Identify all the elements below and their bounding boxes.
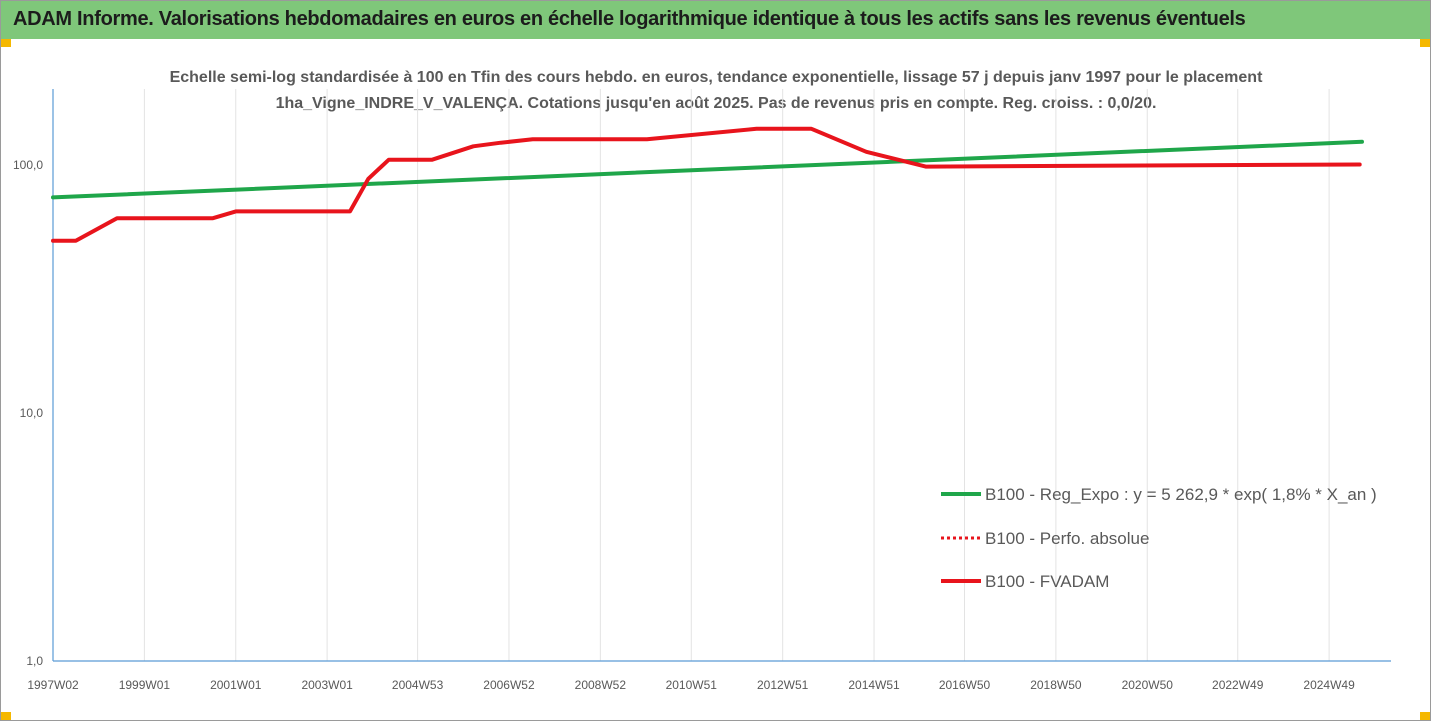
- x-tick-label-2: 2001W01: [210, 678, 262, 692]
- x-tick-label-3: 2003W01: [301, 678, 353, 692]
- x-tick-label-8: 2012W51: [757, 678, 809, 692]
- x-tick-label-13: 2022W49: [1212, 678, 1264, 692]
- x-tick-label-4: 2004W53: [392, 678, 444, 692]
- x-tick-label-14: 2024W49: [1303, 678, 1355, 692]
- x-tick-label-7: 2010W51: [666, 678, 718, 692]
- x-tick-label-10: 2016W50: [939, 678, 991, 692]
- y-tick-label-1: 10,0: [20, 406, 44, 420]
- x-tick-label-12: 2020W50: [1122, 678, 1174, 692]
- corner-mark-left: [1, 39, 11, 47]
- x-tick-label-5: 2006W52: [483, 678, 535, 692]
- report-banner: ADAM Informe. Valorisations hebdomadaire…: [1, 1, 1430, 39]
- chart-title: Echelle semi-log standardisée à 100 en T…: [169, 69, 1263, 112]
- series-lines: [51, 126, 1364, 243]
- legend-label-2: B100 - FVADAM: [985, 572, 1109, 591]
- series-line-2: [51, 126, 1362, 243]
- tick-labels: 1,0 10,0 100,0 1997W02 1999W01 2001W01 2003W01…: [13, 158, 1355, 692]
- x-tick-label-1: 1999W01: [119, 678, 171, 692]
- series-line-0: [51, 139, 1364, 200]
- grid-lines: [52, 89, 1330, 661]
- x-tick-label-9: 2014W51: [848, 678, 900, 692]
- report-title: ADAM Informe. Valorisations hebdomadaire…: [13, 8, 1246, 30]
- corner-mark-bottom-right: [1420, 712, 1430, 720]
- legend-label-1: B100 - Perfo. absolue: [985, 529, 1149, 548]
- y-tick-label-2: 100,0: [13, 158, 43, 172]
- y-tick-label-0: 1,0: [26, 654, 43, 668]
- legend: B100 - Reg_Expo : y = 5 262,9 * exp( 1,8…: [941, 485, 1377, 591]
- x-tick-label-6: 2008W52: [575, 678, 627, 692]
- corner-mark-bottom-left: [1, 712, 11, 720]
- x-tick-label-0: 1997W02: [27, 678, 79, 692]
- legend-label-0: B100 - Reg_Expo : y = 5 262,9 * exp( 1,8…: [985, 485, 1377, 504]
- axes: [52, 89, 1391, 662]
- x-tick-label-11: 2018W50: [1030, 678, 1082, 692]
- corner-mark-right: [1420, 39, 1430, 47]
